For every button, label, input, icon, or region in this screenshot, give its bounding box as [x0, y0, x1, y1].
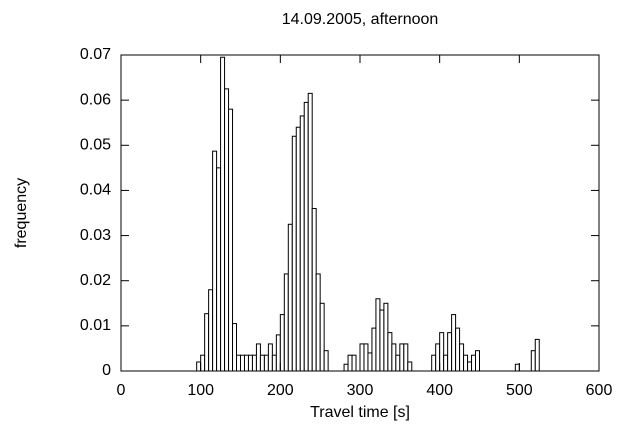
- x-tick-label: 600: [586, 382, 613, 399]
- bar: [236, 354, 241, 372]
- x-tick-label: 500: [506, 382, 533, 399]
- bar: [363, 343, 369, 372]
- bar: [283, 273, 289, 372]
- bar: [463, 354, 469, 372]
- bar: [343, 363, 349, 372]
- bar: [383, 302, 389, 372]
- y-axis-label: frequency: [13, 178, 30, 248]
- x-tick-label: 100: [187, 382, 214, 399]
- bar: [399, 343, 405, 372]
- bar: [359, 343, 365, 372]
- bar: [471, 354, 477, 372]
- bar: [279, 314, 285, 372]
- bar: [315, 273, 321, 372]
- bar: [240, 354, 245, 372]
- bar: [204, 313, 210, 372]
- bar: [534, 338, 540, 372]
- bar: [224, 88, 230, 372]
- y-tick-label: 0.02: [80, 272, 111, 289]
- bar: [447, 332, 453, 372]
- bar: [216, 167, 222, 372]
- bar: [391, 343, 397, 372]
- bar: [439, 332, 445, 372]
- bar: [319, 302, 325, 372]
- y-tick-label: 0.05: [80, 137, 111, 154]
- y-tick-label: 0.03: [80, 227, 111, 244]
- bar: [228, 108, 234, 372]
- bar: [387, 332, 393, 372]
- bar: [323, 350, 329, 372]
- bar: [530, 350, 536, 372]
- bar: [403, 343, 409, 372]
- x-tick-label: 300: [347, 382, 374, 399]
- bar: [295, 126, 301, 372]
- bar: [255, 343, 261, 372]
- bar: [232, 323, 238, 372]
- plot-frame: [120, 54, 600, 372]
- bar: [395, 354, 401, 372]
- x-tick-label: 400: [426, 382, 453, 399]
- bar: [351, 354, 357, 372]
- bar: [307, 92, 313, 372]
- bar: [287, 223, 293, 372]
- bar: [208, 289, 214, 372]
- y-tick-label: 0.06: [80, 91, 111, 108]
- bar: [475, 350, 480, 372]
- bar: [303, 101, 309, 372]
- bar: [443, 354, 449, 372]
- x-axis-label: Travel time [s]: [310, 404, 410, 421]
- bar: [243, 354, 249, 372]
- bar: [267, 343, 273, 372]
- bar: [212, 150, 218, 372]
- x-tick-label: 200: [267, 382, 294, 399]
- bar: [299, 115, 305, 372]
- bar: [459, 343, 465, 372]
- y-tick-label: 0.01: [80, 317, 111, 334]
- y-tick-label: 0: [102, 362, 111, 379]
- bar: [271, 354, 277, 372]
- bar: [451, 314, 457, 372]
- bar: [311, 207, 317, 372]
- bar: [247, 354, 253, 372]
- bar: [367, 352, 373, 372]
- bar: [220, 56, 226, 372]
- bar: [455, 327, 461, 372]
- bar: [375, 298, 381, 372]
- bar: [347, 354, 353, 372]
- bar: [371, 327, 377, 372]
- chart-title: 14.09.2005, afternoon: [282, 11, 439, 28]
- bar: [514, 363, 520, 372]
- bar: [467, 361, 473, 372]
- bar: [379, 309, 385, 372]
- bar: [259, 354, 265, 372]
- x-tick-label: 0: [117, 382, 126, 399]
- bar: [196, 361, 202, 372]
- bar: [275, 334, 281, 372]
- bar: [435, 343, 441, 372]
- y-tick-label: 0.04: [80, 182, 111, 199]
- bar: [407, 361, 413, 372]
- bar: [431, 354, 437, 372]
- bar: [251, 354, 257, 372]
- bar: [200, 354, 206, 372]
- y-tick-label: 0.07: [80, 46, 111, 63]
- bar: [291, 135, 297, 372]
- bar: [263, 354, 269, 372]
